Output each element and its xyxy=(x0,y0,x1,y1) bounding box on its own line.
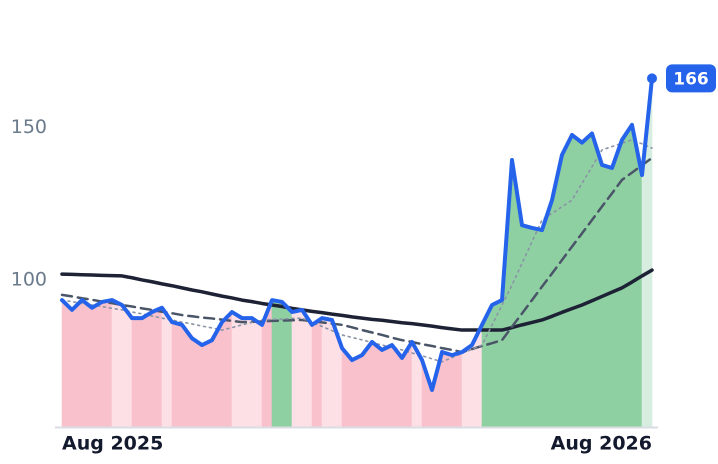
y-tick-label: 150 xyxy=(11,116,47,138)
moving-average-line xyxy=(60,156,654,354)
price-area-segment xyxy=(461,344,473,428)
price-area-segment xyxy=(91,301,103,428)
x-tick-label: Aug 2025 xyxy=(62,433,163,455)
moving-average-line xyxy=(60,268,654,332)
price-line xyxy=(60,76,654,392)
price-area-segment xyxy=(621,123,633,428)
price-area-segment xyxy=(541,200,553,428)
price-area-segment xyxy=(451,351,463,428)
price-area-segment xyxy=(301,308,313,428)
price-area-segment xyxy=(121,304,133,428)
price-area-segment xyxy=(531,227,543,428)
price-area-segment xyxy=(571,134,583,428)
price-area-segment xyxy=(141,311,153,428)
price-area-segment xyxy=(351,354,363,428)
price-area-segment xyxy=(151,307,163,428)
last-point xyxy=(647,73,657,84)
price-area-segment xyxy=(101,299,113,428)
price-area-segment xyxy=(71,299,83,428)
price-area-segment xyxy=(201,339,213,428)
price-area-segment xyxy=(231,311,243,428)
price-area-segment xyxy=(81,299,93,428)
x-tick-label: Aug 2026 xyxy=(551,433,652,455)
moving-average-line xyxy=(61,139,653,363)
area-fills xyxy=(61,78,653,428)
y-tick-label: 100 xyxy=(11,269,47,291)
price-area-segment xyxy=(441,351,453,428)
last-value-badge xyxy=(666,64,716,93)
price-area-segment xyxy=(171,321,183,428)
last-value-label: 166 xyxy=(673,69,709,89)
price-area-segment xyxy=(491,299,503,428)
price-area-segment xyxy=(591,133,603,428)
price-area-segment xyxy=(131,317,143,428)
price-area-segment xyxy=(61,299,73,428)
price-area-segment xyxy=(251,317,263,428)
price-area-segment xyxy=(321,317,333,428)
price-area-segment xyxy=(111,299,123,428)
price-area-segment xyxy=(581,132,593,428)
price-area-segment xyxy=(181,323,193,428)
price-area-segment xyxy=(161,306,173,428)
price-area-segment xyxy=(191,337,203,428)
price-area-segment xyxy=(311,317,323,428)
price-area-segment xyxy=(371,341,383,428)
price-area-segment xyxy=(241,317,253,428)
price-area-segment xyxy=(381,344,393,428)
price-area-segment xyxy=(291,309,303,428)
price-area-segment xyxy=(561,134,573,428)
